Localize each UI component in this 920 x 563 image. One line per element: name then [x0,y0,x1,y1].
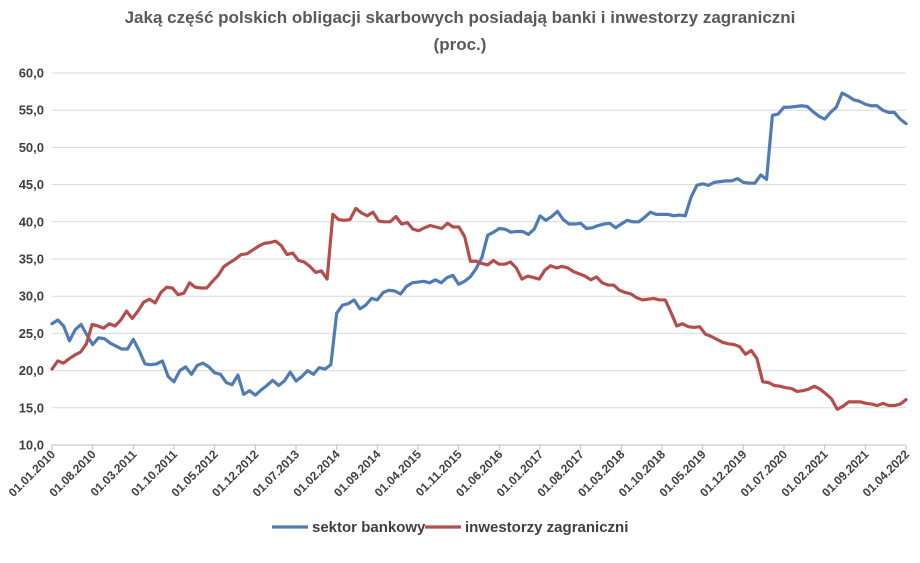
y-tick-label: 45,0 [19,177,44,192]
series-line [50,91,908,397]
series-line [50,206,908,411]
y-tick-label: 10,0 [19,438,44,453]
y-tick-label: 15,0 [19,400,44,415]
legend-label: inwestorzy zagraniczni [465,519,628,536]
y-tick-label: 40,0 [19,214,44,229]
x-axis-tick-labels: 01.01.201001.08.201001.03.201101.10.2011… [6,447,913,500]
legend: sektor bankowy inwestorzy zagraniczni [272,519,628,536]
y-axis-tick-labels: 10,0 15,0 20,0 25,0 30,0 35,0 40,0 45,0 50,0 55,0… [19,66,44,453]
y-tick-label: 30,0 [19,289,44,304]
y-tick-label: 60,0 [19,66,44,81]
series-lines [50,91,908,411]
chart-subtitle: (proc.) [434,35,487,54]
y-tick-label: 55,0 [19,103,44,118]
y-tick-label: 50,0 [19,140,44,155]
y-tick-label: 35,0 [19,252,44,267]
legend-label: sektor bankowy [312,519,426,536]
y-tick-label: 25,0 [19,326,44,341]
chart-title: Jaką część polskich obligacji skarbowych… [125,8,796,27]
y-tick-label: 20,0 [19,363,44,378]
